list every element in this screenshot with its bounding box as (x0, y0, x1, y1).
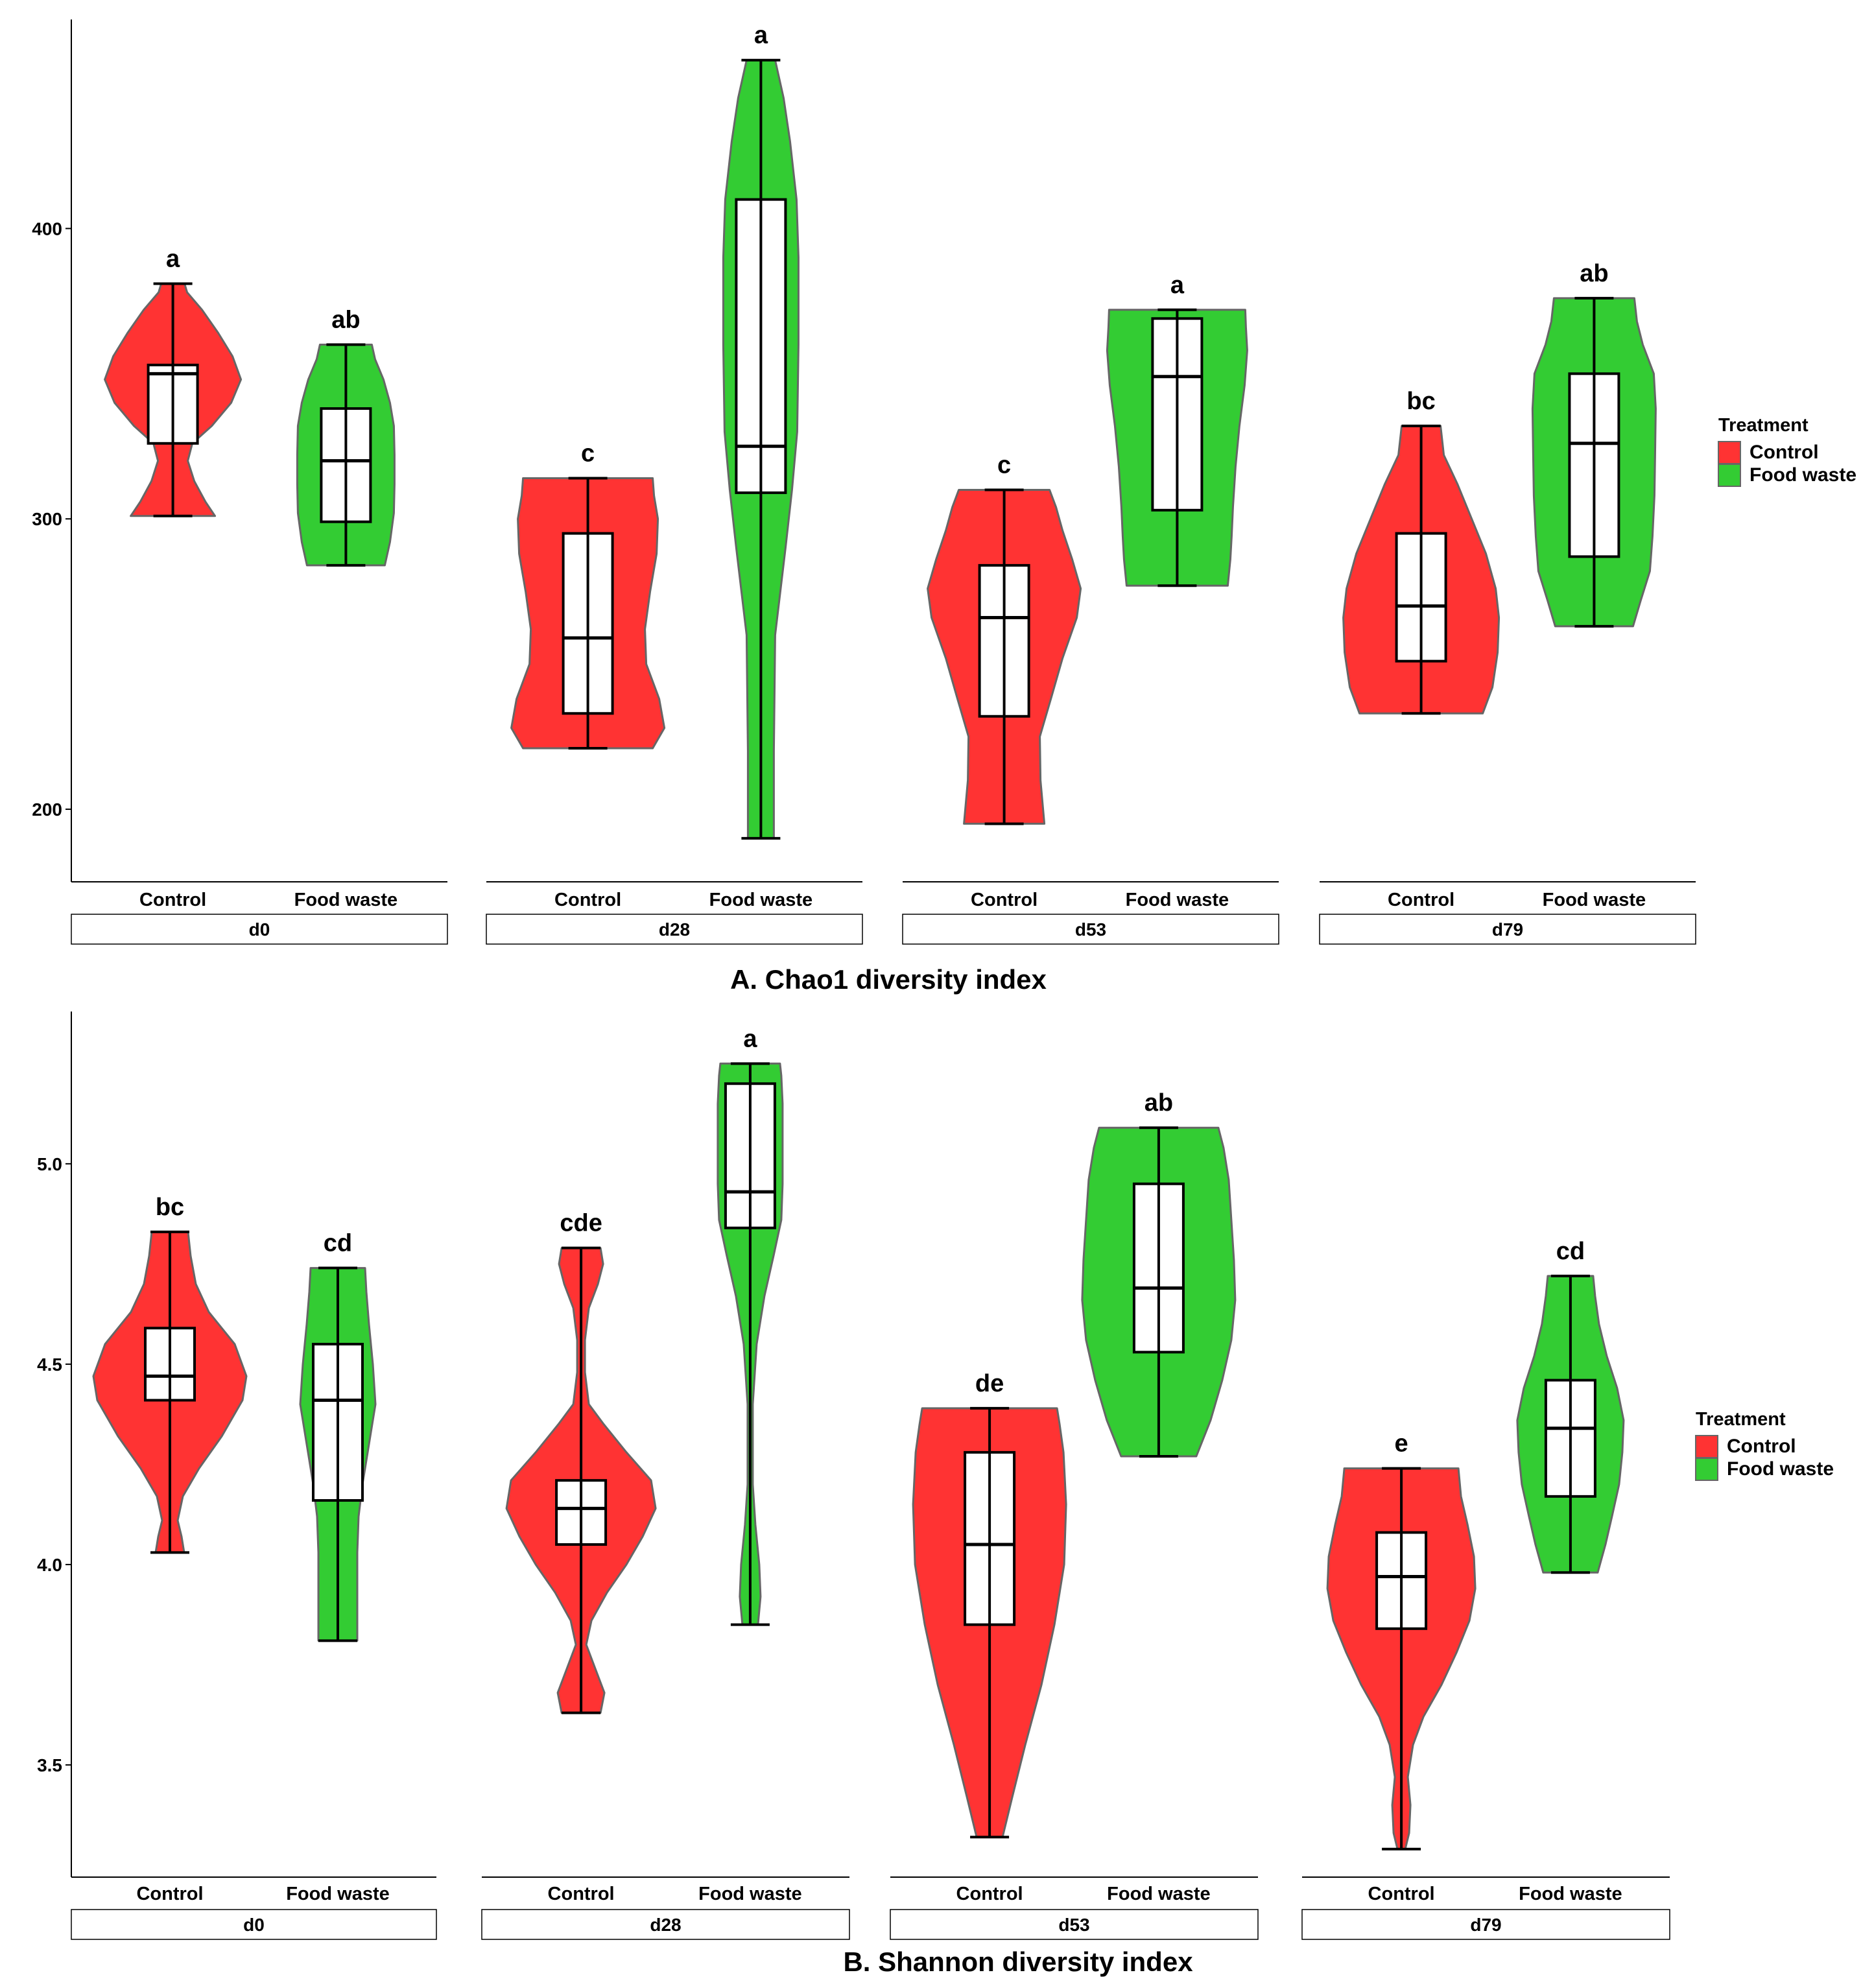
violin-d79-control: bc (1342, 388, 1500, 715)
facet-strip-label: d28 (650, 1915, 681, 1935)
facet-strip (486, 914, 863, 945)
x-category-label: Control (139, 890, 206, 910)
y-tick-label: 4.0 (37, 1555, 62, 1575)
facet-strip-label: d0 (249, 919, 270, 940)
x-category-label: Control (1368, 1884, 1435, 1904)
legend-label: Food waste (1749, 464, 1856, 486)
violin-d0-control: a (104, 246, 243, 517)
legend-title: Treatment (1718, 415, 1809, 436)
significance-letter: c (581, 440, 595, 467)
significance-letter: a (166, 246, 180, 273)
violin-d79-control: e (1326, 1430, 1477, 1851)
violin-d53-control: de (912, 1370, 1067, 1839)
significance-letter: c (997, 451, 1011, 479)
significance-letter: ab (1580, 260, 1608, 287)
facet-strip (1319, 914, 1696, 945)
x-category-label: Control (548, 1884, 615, 1904)
x-category-label: Food waste (1519, 1884, 1622, 1904)
y-tick-label: 3.5 (37, 1755, 62, 1775)
legend-label: Control (1749, 442, 1819, 463)
figure-caption: A. Chao1 diversity index (730, 964, 1047, 995)
violin-d0-food-waste: ab (296, 307, 396, 567)
facet-panel-d28: d28 cde Control a Food waste (481, 1025, 850, 1940)
significance-letter: de (975, 1370, 1004, 1397)
legend-swatch (1718, 441, 1741, 464)
y-tick-label: 4.5 (37, 1355, 62, 1375)
significance-letter: ab (331, 307, 360, 334)
significance-letter: cd (324, 1230, 352, 1257)
facet-panel-d79: d79 bc Control ab Food waste (1319, 260, 1696, 945)
legend-label: Food waste (1727, 1458, 1834, 1480)
violin-d53-food-waste: a (1106, 272, 1248, 587)
legend-swatch (1695, 1458, 1718, 1481)
facet-strip (71, 914, 448, 945)
significance-letter: bc (156, 1194, 184, 1221)
facet-strip (71, 1909, 437, 1940)
x-category-label: Control (136, 1884, 203, 1904)
facet-strip-label: d79 (1492, 919, 1523, 940)
facet-strip-label: d79 (1470, 1915, 1501, 1935)
facet-strip (481, 1909, 850, 1940)
facet-panel-d0: d0 bc Control cd Food waste (71, 1194, 437, 1940)
violin-d28-food-waste: a (717, 1025, 784, 1626)
significance-letter: ab (1145, 1089, 1173, 1117)
facet-strip-label: d53 (1058, 1915, 1089, 1935)
violin-d0-control: bc (92, 1194, 248, 1554)
facet-panel-d0: d0 a Control ab Food waste (71, 246, 448, 945)
violin-d0-food-waste: cd (299, 1230, 377, 1642)
facet-strip-label: d0 (243, 1915, 265, 1935)
facet-panel-d53: d53 de Control ab Food waste (890, 1089, 1259, 1940)
x-category-label: Control (956, 1884, 1023, 1904)
x-category-label: Food waste (286, 1884, 390, 1904)
chart-1: 200 300 400 d0 a Control ab Food waste d28 c Contr… (32, 19, 1856, 995)
facet-panel-d79: d79 e Control cd Food waste (1301, 1238, 1670, 1940)
y-tick-label: 300 (32, 509, 62, 529)
violin-d53-control: c (927, 451, 1082, 825)
x-category-label: Food waste (1126, 890, 1229, 910)
y-tick-label: 200 (32, 799, 62, 820)
x-category-label: Food waste (709, 890, 813, 910)
x-category-label: Food waste (1543, 890, 1646, 910)
violin-d79-food-waste: cd (1516, 1238, 1625, 1574)
facet-strip-label: d53 (1075, 919, 1106, 940)
facet-strip (890, 1909, 1259, 1940)
violin-d53-food-waste: ab (1081, 1089, 1237, 1458)
legend-swatch (1695, 1435, 1718, 1458)
facet-panel-d53: d53 c Control a Food waste (902, 272, 1279, 945)
y-tick-label: 5.0 (37, 1154, 62, 1174)
x-category-label: Control (971, 890, 1038, 910)
legend-label: Control (1727, 1436, 1796, 1457)
legend-title: Treatment (1696, 1409, 1786, 1430)
x-category-label: Control (554, 890, 621, 910)
violin-d79-food-waste: ab (1531, 260, 1657, 628)
legend-swatch (1718, 464, 1741, 487)
y-tick-label: 400 (32, 219, 62, 239)
x-category-label: Control (1388, 890, 1454, 910)
significance-letter: cde (560, 1210, 602, 1237)
violin-d28-control: c (510, 440, 666, 750)
significance-letter: e (1395, 1430, 1408, 1458)
significance-letter: a (1170, 272, 1185, 299)
violin-d28-food-waste: a (722, 22, 800, 840)
significance-letter: a (754, 22, 768, 49)
x-category-label: Food waste (294, 890, 398, 910)
figure-caption: B. Shannon diversity index (843, 1947, 1193, 1977)
significance-letter: a (743, 1025, 757, 1052)
chart-2: 3.5 4.0 4.5 5.0 d0 bc Control cd Food waste d28 cd… (37, 1012, 1834, 1977)
significance-letter: cd (1556, 1238, 1585, 1265)
x-category-label: Food waste (698, 1884, 802, 1904)
x-category-label: Food waste (1107, 1884, 1211, 1904)
facet-strip-label: d28 (659, 919, 690, 940)
significance-letter: bc (1406, 388, 1435, 415)
violin-d28-control: cde (505, 1210, 657, 1714)
facet-strip (902, 914, 1279, 945)
facet-strip (1301, 1909, 1670, 1940)
facet-panel-d28: d28 c Control a Food waste (486, 22, 863, 945)
